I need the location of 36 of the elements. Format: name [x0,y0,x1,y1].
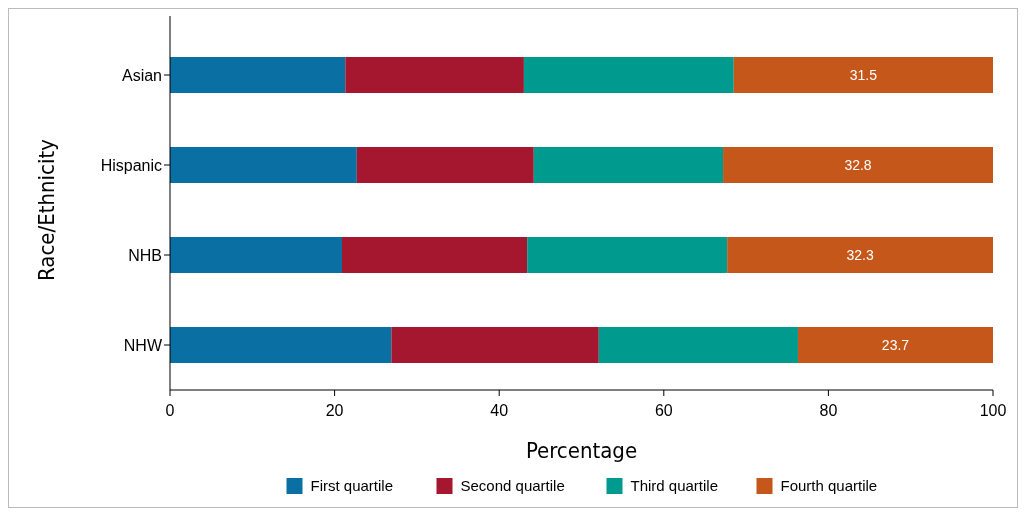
x-tick-label: 20 [325,402,344,419]
bar [170,57,346,93]
bar [727,237,993,273]
x-tick-label: 40 [490,402,509,419]
legend-label: First quartile [310,477,394,495]
bar [723,147,993,183]
bar [170,237,343,273]
bar [345,57,524,93]
bar [527,237,728,273]
x-axis-title: Percentage [525,438,638,463]
bar [356,147,534,183]
data-label: 31.5 [849,66,878,83]
y-tick-label: Asian [121,66,162,84]
bar [797,327,993,363]
x-tick-label: 0 [165,402,175,419]
data-label: 32.3 [846,246,874,263]
bar [523,57,734,93]
legend-label: Second quartile [460,477,565,495]
bar [533,147,724,183]
bar [391,327,599,363]
legend-label: Fourth quartile [780,477,878,495]
legend-label: Third quartile [630,477,719,495]
y-tick-label: NHB [128,246,162,264]
data-label: 32.8 [844,156,872,173]
x-tick-label: 100 [979,402,1007,419]
bar [342,237,528,273]
y-tick-label: NHW [123,336,163,354]
y-axis-title: Race/Ethnicity [34,138,59,281]
bar [170,147,357,183]
y-tick-label: Hispanic [100,156,162,174]
bar [170,327,392,363]
data-label: 23.7 [881,336,910,353]
bar [733,57,993,93]
x-tick-label: 80 [819,402,838,419]
bar [598,327,798,363]
x-tick-label: 60 [654,402,673,419]
